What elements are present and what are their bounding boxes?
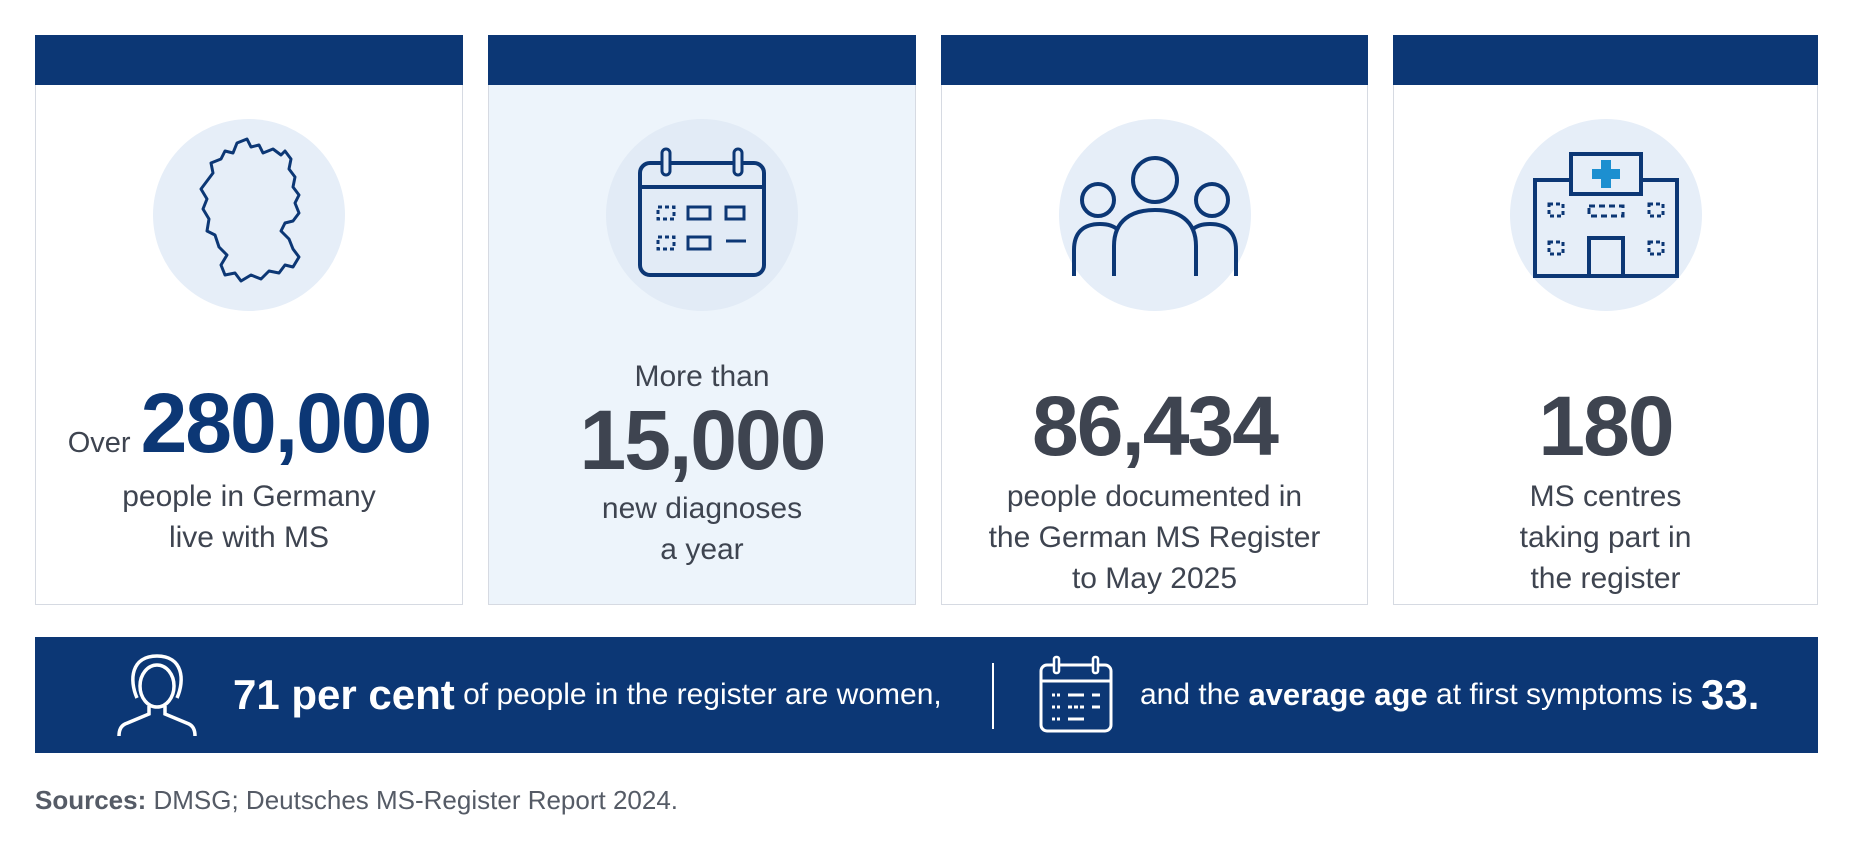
stat-description-line: taking part in [1519, 521, 1692, 554]
age-period: . [1747, 671, 1760, 718]
card-header-bar [1393, 35, 1818, 85]
calendar-icon [1039, 655, 1113, 733]
sources-note: Sources: DMSG; Deutsches MS-Register Rep… [35, 785, 678, 816]
stat-lead: More than [634, 360, 770, 393]
stat-value: 180 [1538, 379, 1674, 473]
hospital-icon [1532, 152, 1679, 278]
stat-description-line: to May 2025 [1071, 562, 1238, 595]
stat-description-line: live with MS [168, 521, 330, 554]
stat-description-line: a year [660, 533, 744, 566]
stat-card-diagnoses: More than 15,000 new diagnoses a year [488, 35, 916, 605]
stat-value: 15,000 [579, 393, 827, 487]
stat-value: 280,000 [140, 376, 433, 470]
people-group-icon [1071, 156, 1238, 276]
age-value: 33 [1701, 671, 1748, 718]
summary-banner: 71 per cent of people in the register ar… [35, 637, 1818, 753]
stat-description-line: people documented in [1006, 480, 1303, 513]
stat-description-line: people in Germany [122, 480, 376, 513]
age-label-bold: average age [1248, 677, 1428, 712]
calendar-icon [638, 147, 766, 277]
icon-circle [1509, 119, 1702, 311]
women-percentage: 71 per cent [233, 671, 455, 718]
card-header-bar [941, 35, 1368, 85]
germany-map-icon [199, 137, 301, 283]
icon-circle [1058, 119, 1251, 311]
stat-value: 86,434 [1032, 379, 1279, 473]
age-statement: and the average age at first symptoms is… [1140, 637, 1759, 753]
age-text-pre: and the [1140, 678, 1249, 711]
women-statement: 71 per cent of people in the register ar… [233, 637, 942, 753]
stat-description-line: new diagnoses [601, 492, 803, 525]
banner-divider [992, 663, 994, 729]
icon-circle [153, 119, 345, 311]
women-text: of people in the register are women, [454, 678, 942, 711]
stat-prefix: Over [67, 427, 131, 459]
stat-description-line: MS centres [1529, 480, 1682, 513]
stat-description-line: the register [1530, 562, 1681, 595]
woman-icon [117, 654, 197, 737]
sources-label: Sources: [35, 785, 147, 815]
stat-description-line: the German MS Register [988, 521, 1321, 554]
calendar-icon-wrap [1038, 637, 1114, 753]
stat-card-register: 86,434 people documented in the German M… [941, 35, 1368, 605]
age-text-mid: at first symptoms is [1427, 678, 1702, 711]
stat-card-people: Over 280,000 people in Germany live with… [35, 35, 463, 605]
sources-text: DMSG; Deutsches MS-Register Report 2024. [146, 785, 679, 815]
icon-circle [606, 119, 798, 311]
stat-headline: Over 280,000 [36, 381, 462, 465]
card-header-bar [488, 35, 916, 85]
card-header-bar [35, 35, 463, 85]
stat-card-centres: 180 MS centres taking part in the regist… [1393, 35, 1818, 605]
woman-icon-wrap [115, 637, 199, 753]
